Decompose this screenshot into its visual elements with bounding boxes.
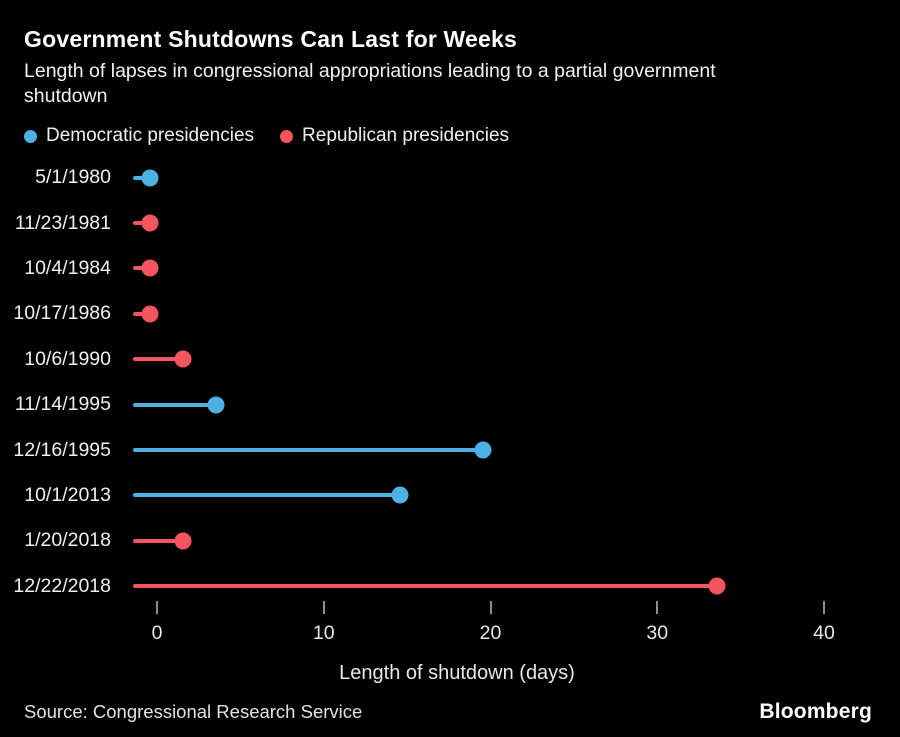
- tick-mark: [489, 600, 492, 614]
- row-date-label: 1/20/2018: [24, 529, 111, 552]
- x-axis-label: Length of shutdown (days): [339, 661, 575, 684]
- row-track: [133, 518, 900, 563]
- lollipop-line: [133, 448, 484, 453]
- lollipop-line: [133, 357, 184, 362]
- lollipop-dot: [708, 577, 726, 595]
- row-track: [133, 427, 900, 472]
- row-date-label: 5/1/1980: [35, 166, 111, 189]
- chart-title: Government Shutdowns Can Last for Weeks: [24, 26, 518, 52]
- lollipop-dot: [141, 259, 159, 277]
- chart-row: 11/14/1995: [0, 382, 900, 427]
- chart-plot-area: 5/1/1980 11/23/1981 10/4/1984 10/17/1986 10/…: [0, 155, 900, 609]
- lollipop-dot: [391, 486, 409, 504]
- lollipop-line: [133, 538, 184, 543]
- row-track: [133, 564, 900, 609]
- row-track: [133, 337, 900, 382]
- lollipop-dot: [474, 441, 492, 459]
- chart-row: 12/22/2018: [0, 564, 900, 609]
- source-credit: Source: Congressional Research Service: [24, 701, 363, 722]
- republican-dot-icon: [280, 129, 294, 143]
- chart-row: 10/1/2013: [0, 473, 900, 518]
- row-track: [133, 200, 900, 245]
- lollipop-dot: [174, 350, 192, 368]
- legend-item-republican: Republican presidencies: [280, 125, 509, 147]
- lollipop-line: [133, 584, 717, 589]
- row-track: [133, 382, 900, 427]
- footer: Source: Congressional Research Service B…: [24, 700, 872, 724]
- legend-item-democratic: Democratic presidencies: [24, 125, 254, 147]
- row-date-label: 12/22/2018: [13, 574, 111, 597]
- legend: Democratic presidencies Republican presi…: [24, 125, 876, 147]
- chart-row: 12/16/1995: [0, 427, 900, 472]
- row-date-label: 11/23/1981: [14, 211, 111, 234]
- legend-label-republican: Republican presidencies: [302, 125, 510, 146]
- lollipop-dot: [141, 214, 159, 232]
- row-track: [133, 473, 900, 518]
- row-date-label: 12/16/1995: [13, 438, 111, 461]
- row-track: [133, 291, 900, 336]
- bloomberg-logo: Bloomberg: [759, 700, 872, 723]
- row-track: [133, 246, 900, 291]
- lollipop-line: [133, 493, 400, 498]
- tick-mark: [156, 600, 158, 614]
- tick-label: 0: [151, 621, 163, 644]
- row-date-label: 10/4/1984: [24, 256, 111, 279]
- tick-mark: [823, 600, 825, 614]
- lollipop-dot: [141, 305, 159, 323]
- chart-row: 1/20/2018: [0, 518, 900, 563]
- lollipop-dot: [207, 396, 225, 414]
- lollipop-dot: [174, 532, 192, 550]
- tick-mark: [656, 600, 659, 614]
- tick-label: 40: [813, 621, 835, 644]
- x-axis: 0 10 20 30 40: [152, 600, 900, 647]
- tick-label: 20: [479, 621, 502, 644]
- tick-mark: [322, 600, 325, 614]
- chart-row: 10/4/1984: [0, 246, 900, 291]
- row-date-label: 10/17/1986: [13, 302, 111, 325]
- chart-row: 10/17/1986: [0, 291, 900, 336]
- chart-row: 11/23/1981: [0, 200, 900, 245]
- lollipop-line: [133, 402, 217, 407]
- lollipop-dot: [141, 169, 159, 187]
- row-track: [133, 155, 900, 200]
- row-date-label: 11/14/1995: [14, 393, 111, 416]
- chart-row: 10/6/1990: [0, 337, 900, 382]
- tick-label: 30: [646, 621, 669, 644]
- chart-row: 5/1/1980: [0, 155, 900, 200]
- democratic-dot-icon: [24, 129, 37, 143]
- row-date-label: 10/1/2013: [24, 483, 111, 506]
- row-date-label: 10/6/1990: [24, 347, 111, 370]
- tick-label: 10: [312, 621, 335, 644]
- chart-subtitle: Length of lapses in congressional approp…: [24, 60, 716, 107]
- legend-label-democratic: Democratic presidencies: [46, 125, 255, 146]
